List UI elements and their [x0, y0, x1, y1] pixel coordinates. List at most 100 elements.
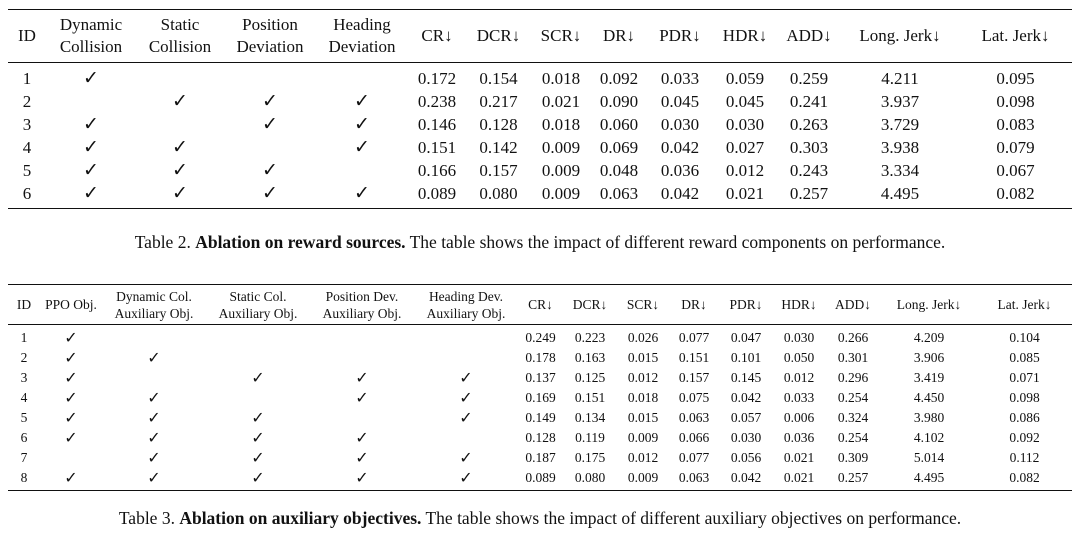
header-text: Auxiliary Obj. [426, 305, 506, 321]
row-id: 7 [20, 450, 28, 465]
table-3-column-header: Static Col. Auxiliary Obj. [206, 284, 310, 325]
checkmark-icon: ✓ [251, 450, 265, 467]
header-text: Deviation [236, 37, 304, 56]
metric-value: 0.154 [479, 68, 518, 88]
metric-value: 0.163 [574, 350, 606, 365]
metric-value: 0.009 [541, 160, 581, 180]
table-2-column-header: PDR↓ [647, 9, 713, 63]
table-3-column-header: ID [8, 284, 40, 325]
checkmark-icon: ✓ [147, 350, 161, 367]
metric-value: 0.015 [627, 410, 659, 425]
table-2-column-header: SCR↓ [531, 9, 591, 63]
metric-value: 0.006 [783, 410, 815, 425]
header-text: Auxiliary Obj. [322, 305, 402, 321]
metric-value: 0.149 [525, 410, 556, 425]
table-row: 8 ✓ ✓ ✓ ✓ ✓ 0.089 0.080 0.009 0.063 0.042 0.021 0.25… [8, 468, 1072, 491]
metric-value: 0.125 [574, 370, 606, 385]
empty-cell [40, 448, 102, 468]
metric-value: 0.082 [996, 183, 1035, 203]
metric-value: 0.098 [996, 91, 1035, 111]
table-2-body: 1 ✓ 0.172 0.154 0.018 0.092 0.033 0.059 0.259 4.2… [8, 63, 1072, 209]
header-text: Auxiliary Obj. [114, 305, 194, 321]
metric-value: 3.980 [913, 410, 945, 425]
row-id: 1 [20, 330, 28, 345]
checkmark-icon: ✓ [64, 390, 78, 407]
table-row: 6 ✓ ✓ ✓ ✓ 0.089 0.080 0.009 0.063 0.042 0.021 0.257… [8, 182, 1072, 209]
metric-value: 0.015 [627, 350, 659, 365]
row-id: 3 [22, 114, 32, 134]
metric-value: 0.026 [627, 330, 659, 345]
empty-cell [206, 325, 310, 349]
checkmark-icon: ✓ [83, 183, 99, 204]
metric-value: 0.063 [599, 183, 639, 203]
table-3-column-header: DR↓ [669, 284, 719, 325]
metric-value: 0.146 [417, 114, 457, 134]
metric-value: 0.175 [574, 450, 606, 465]
metric-value: 0.090 [599, 91, 639, 111]
metric-value: 4.450 [913, 390, 945, 405]
metric-value: 0.066 [678, 430, 710, 445]
header-text: CR↓ [421, 26, 453, 45]
checkmark-icon: ✓ [172, 91, 188, 112]
table-3-column-header: PPO Obj. [40, 284, 102, 325]
table-3-caption-text: The table shows the impact of different … [421, 508, 962, 528]
checkmark-icon: ✓ [251, 410, 265, 427]
metric-value: 0.083 [996, 114, 1035, 134]
row-id: 3 [20, 370, 28, 385]
metric-value: 0.012 [783, 370, 815, 385]
header-text: Position [242, 15, 298, 34]
table-3-column-header: CR↓ [518, 284, 563, 325]
header-text: PDR↓ [729, 297, 763, 312]
checkmark-icon: ✓ [459, 450, 473, 467]
metric-value: 0.009 [541, 137, 581, 157]
metric-value: 0.301 [837, 350, 869, 365]
checkmark-icon: ✓ [459, 470, 473, 487]
checkmark-icon: ✓ [83, 114, 99, 135]
table-row: 1 ✓ 0.172 0.154 0.018 0.092 0.033 0.059 0.259 4.2… [8, 63, 1072, 91]
metric-value: 0.119 [575, 430, 605, 445]
empty-cell [206, 348, 310, 368]
row-id: 5 [22, 160, 32, 180]
table-row: 4 ✓ ✓ ✓ 0.151 0.142 0.009 0.069 0.042 0.027 0.303 3… [8, 136, 1072, 159]
row-id: 6 [20, 430, 28, 445]
checkmark-icon: ✓ [262, 183, 278, 204]
checkmark-icon: ✓ [354, 183, 370, 204]
table-2-column-header: ADD↓ [777, 9, 841, 63]
checkmark-icon: ✓ [64, 330, 78, 347]
header-text: Dynamic Col. [116, 288, 192, 304]
table-row: 4 ✓ ✓ ✓ ✓ 0.169 0.151 0.018 0.075 0.042 0.033 0.254… [8, 388, 1072, 408]
header-text: ID [16, 297, 32, 312]
checkmark-icon: ✓ [355, 430, 369, 447]
table-2-reward-sources: ID Dynamic Collision Static Collision Positio… [8, 9, 1072, 209]
checkmark-icon: ✓ [251, 470, 265, 487]
header-text: Dynamic [59, 15, 123, 34]
metric-value: 0.042 [730, 390, 762, 405]
table-3-column-header: SCR↓ [617, 284, 669, 325]
metric-value: 3.937 [880, 91, 920, 111]
metric-value: 0.063 [678, 410, 710, 425]
table-2-header-row: ID Dynamic Collision Static Collision Positio… [8, 9, 1072, 63]
header-text: DR↓ [681, 297, 707, 312]
table-2-column-header: Lat. Jerk↓ [959, 9, 1072, 63]
empty-cell [102, 368, 206, 388]
metric-value: 0.080 [479, 183, 518, 203]
checkmark-icon: ✓ [262, 114, 278, 135]
metric-value: 0.151 [417, 137, 457, 157]
metric-value: 0.045 [725, 91, 765, 111]
metric-value: 0.142 [479, 137, 518, 157]
metric-value: 0.030 [660, 114, 700, 134]
metric-value: 0.086 [1009, 410, 1040, 425]
metric-value: 4.102 [913, 430, 945, 445]
table-3-column-header: Heading Dev. Auxiliary Obj. [414, 284, 518, 325]
metric-value: 0.063 [678, 470, 710, 485]
metric-value: 3.419 [913, 370, 945, 385]
header-text: DCR↓ [476, 26, 521, 45]
row-id: 8 [20, 470, 28, 485]
metric-value: 0.092 [599, 68, 639, 88]
checkmark-icon: ✓ [459, 370, 473, 387]
header-text: SCR↓ [540, 26, 582, 45]
row-id: 4 [20, 390, 28, 405]
header-text: Heading Dev. [428, 288, 504, 304]
metric-value: 0.254 [837, 430, 869, 445]
metric-value: 0.047 [730, 330, 762, 345]
